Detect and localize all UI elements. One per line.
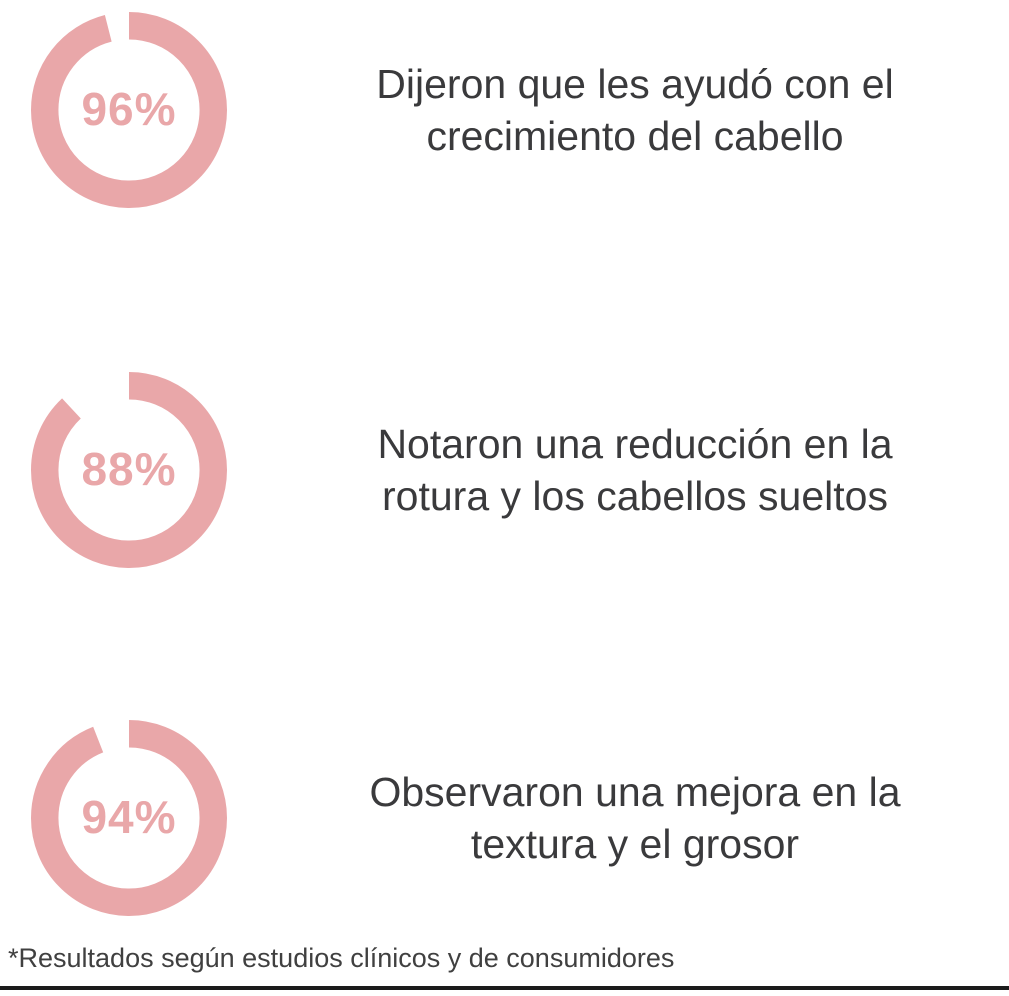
stat-description: Dijeron que les ayudó con el crecimiento…	[376, 60, 894, 159]
donut-ring-icon	[31, 720, 227, 916]
donut-percent-label: 88%	[81, 442, 177, 495]
donut-ring-icon	[31, 372, 227, 568]
bottom-divider	[0, 986, 1009, 990]
footnote: *Resultados según estudios clínicos y de…	[8, 943, 675, 973]
donut-percent-label: 94%	[81, 790, 177, 843]
stat-row-hair-growth: 96% Dijeron que les ayudó con el crecimi…	[0, 10, 1009, 210]
stat-description: Notaron una reducción en la rotura y los…	[377, 420, 893, 519]
donut-arc	[31, 720, 227, 916]
donut-arc	[31, 12, 227, 208]
donut-chart-94: 94%	[31, 720, 227, 916]
stat-row-texture-improvement: 94% Observaron una mejora en la textura …	[0, 718, 1009, 918]
donut-percent-label: 96%	[81, 82, 177, 135]
donut-ring-icon	[31, 12, 227, 208]
donut-chart-96: 96%	[31, 12, 227, 208]
stat-description: Observaron una mejora en la textura y el…	[369, 768, 901, 867]
stat-row-breakage-reduction: 88% Notaron una reducción en la rotura y…	[0, 370, 1009, 570]
donut-arc	[31, 372, 227, 568]
donut-chart-88: 88%	[31, 372, 227, 568]
